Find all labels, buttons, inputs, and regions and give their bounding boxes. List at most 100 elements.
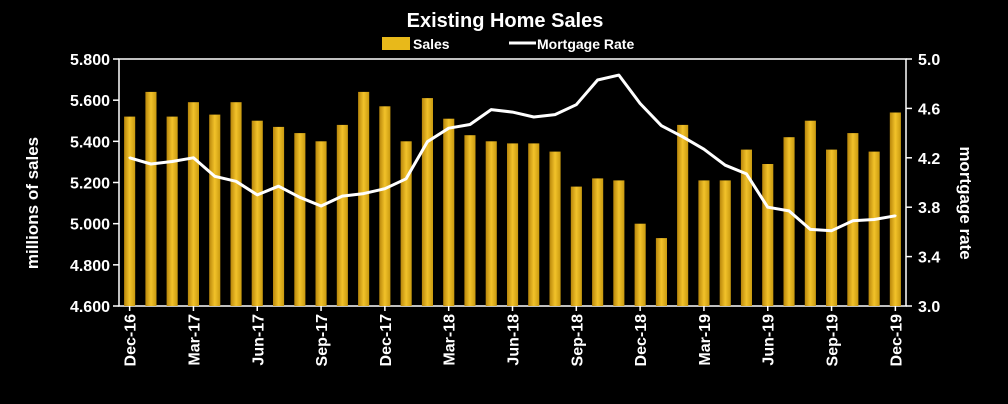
mortgage-rate-point-sep-17 [319,204,323,208]
left-tick-label: 4.800 [70,258,110,275]
mortgage-rate-point-jul-19 [787,209,791,213]
sales-bar-aug-17 [294,133,306,306]
y-axis-label-right: mortgage rate [956,146,975,259]
mortgage-rate-point-dec-19 [894,214,897,217]
mortgage-rate-point-dec-18 [638,102,642,105]
mortgage-rate-point-aug-17 [298,196,301,199]
mortgage-rate-point-feb-19 [681,135,684,138]
x-tick-label: Dec-16 [123,314,140,367]
mortgage-rate-point-mar-19 [702,148,706,151]
chart-title: Existing Home Sales [407,10,604,32]
right-tick-label: 3.4 [918,250,940,267]
sales-bar-mar-17 [187,102,199,306]
sales-bar-sep-19 [826,149,838,306]
x-tick-label: Mar-17 [186,314,203,366]
sales-bar-apr-17 [209,114,221,306]
mortgage-rate-point-jun-18 [511,110,514,114]
x-tick-label: Jun-18 [506,314,523,366]
sales-bar-mar-18 [443,118,455,306]
sales-bar-feb-19 [677,124,689,307]
sales-bar-jun-18 [507,143,519,306]
mortgage-rate-point-apr-18 [468,123,472,126]
sales-bar-dec-17 [379,106,391,306]
sales-bar-jul-19 [783,137,795,306]
mortgage-rate-point-sep-19 [830,229,833,232]
mortgage-rate-point-jan-18 [404,177,408,180]
mortgage-rate-line-layer [128,73,897,233]
mortgage-rate-point-aug-18 [553,113,557,116]
sales-bar-dec-16 [124,116,136,306]
sales-bar-may-19 [740,149,752,306]
x-tick-label: Jun-19 [761,314,778,366]
mortgage-rate-point-nov-19 [872,218,876,221]
sales-bar-jan-18 [400,141,412,306]
left-tick-label: 5.800 [70,52,110,69]
sales-bar-jul-18 [528,143,540,306]
x-tick-label: Dec-19 [888,314,905,367]
mortgage-rate-point-jun-19 [766,206,769,209]
mortgage-rate-point-may-17 [234,180,238,183]
sales-bar-jan-19 [655,238,667,306]
sales-bar-apr-19 [719,180,731,306]
y-axis-label-left: millions of sales [23,137,42,269]
left-tick-label: 4.600 [70,299,110,316]
x-tick-label: Mar-18 [442,314,459,366]
left-tick-label: 5.200 [70,176,110,193]
sales-bar-nov-17 [358,91,370,307]
mortgage-rate-point-oct-17 [341,194,344,198]
left-tick-label: 5.400 [70,134,110,151]
sales-bar-jul-17 [273,126,285,307]
x-tick-label: Dec-17 [378,314,395,367]
legend: Sales Mortgage Rate [382,36,634,52]
sales-bar-aug-18 [549,151,561,306]
mortgage-rate-point-may-18 [490,108,493,111]
mortgage-rate-point-jan-17 [149,162,153,166]
x-tick-label: Mar-19 [697,314,714,366]
sales-bar-feb-17 [166,116,178,306]
mortgage-rate-point-apr-19 [724,164,727,167]
mortgage-rate-point-feb-17 [171,160,174,163]
mortgage-rate-point-aug-19 [809,228,812,231]
legend-label-sales: Sales [413,36,450,52]
mortgage-rate-point-oct-18 [596,78,599,82]
mortgage-rate-point-sep-18 [575,103,578,106]
right-tick-label: 4.6 [918,101,940,118]
x-axis-ticks: Dec-16 Mar-17 Jun-17 Sep-17 Dec-17 Mar-18 Jun-… [123,306,905,367]
mortgage-rate-point-apr-17 [213,175,216,178]
left-axis-ticks: 4.600 4.800 5.000 5.200 5.400 5.600 5.800 [70,52,119,316]
sales-bar-sep-18 [570,186,582,306]
sales-bar-dec-19 [889,112,901,306]
sales-bar-nov-18 [613,180,625,306]
sales-bar-oct-18 [592,178,604,306]
mortgage-rate-point-nov-18 [617,73,621,77]
sales-bar-jan-17 [145,91,157,307]
sales-bar-dec-18 [634,223,646,306]
sales-bars [124,91,901,307]
right-tick-label: 3.8 [918,200,940,217]
mortgage-rate-point-dec-16 [128,156,131,159]
sales-bar-may-18 [485,141,497,306]
right-tick-label: 5.0 [918,52,940,69]
mortgage-rate-point-feb-18 [426,140,429,143]
mortgage-rate-point-nov-17 [362,192,365,195]
right-axis-ticks: 3.0 3.4 3.8 4.2 4.6 5.0 [906,52,940,316]
left-tick-label: 5.000 [70,217,110,234]
right-tick-label: 3.0 [918,299,940,316]
mortgage-rate-point-oct-19 [851,219,854,222]
mortgage-rate-point-jul-17 [277,185,280,188]
sales-bar-mar-19 [698,180,710,306]
mortgage-rate-point-may-19 [745,172,748,176]
mortgage-rate-point-mar-18 [447,127,450,130]
sales-bar-jun-19 [762,164,774,306]
sales-bar-sep-17 [315,141,327,306]
mortgage-rate-point-jan-19 [660,124,663,127]
x-tick-label: Dec-18 [633,314,650,367]
sales-bar-oct-17 [336,124,348,307]
right-tick-label: 4.2 [918,151,940,168]
mortgage-rate-point-dec-17 [383,187,387,190]
sales-bar-feb-18 [421,98,433,306]
mortgage-rate-point-jun-17 [256,193,259,197]
sales-bar-aug-19 [804,120,816,306]
legend-swatch-sales [382,37,410,50]
